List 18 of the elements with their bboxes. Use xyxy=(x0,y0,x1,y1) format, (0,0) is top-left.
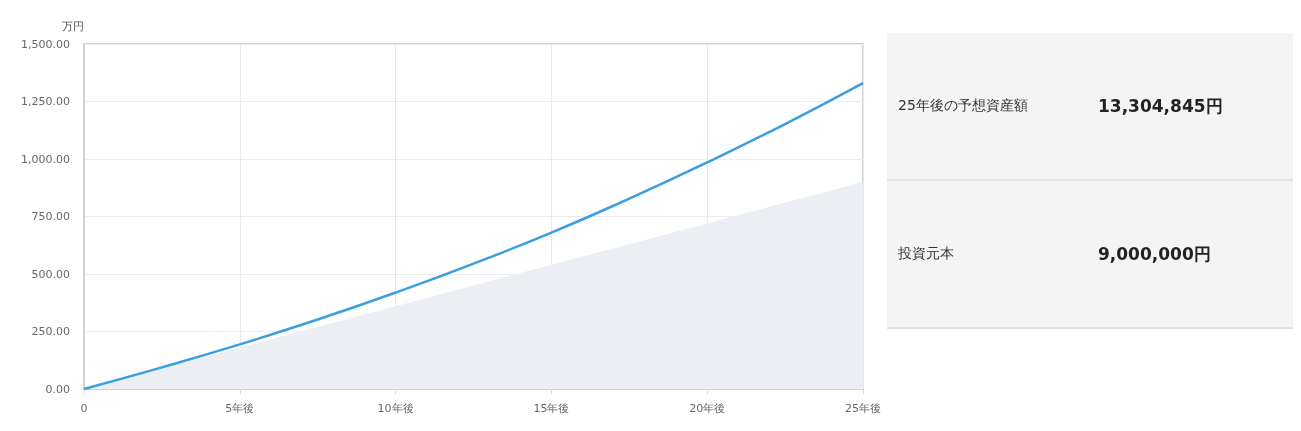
x-tick-label: 0 xyxy=(80,402,88,415)
text: 9,000,000円 xyxy=(1098,242,1211,266)
x-tick-label: 25年後 xyxy=(845,402,881,415)
text: 25年後の予想資産額 xyxy=(897,97,1029,115)
y-axis-title: 万円 xyxy=(62,20,84,33)
y-tick-label: 750.00 xyxy=(31,210,70,223)
y-tick-label: 1,000.00 xyxy=(21,152,70,166)
y-tick-label: 500.00 xyxy=(31,267,70,281)
x-tick-label: 15年後 xyxy=(533,402,570,415)
text: 投資元本 xyxy=(897,245,955,263)
y-tick-label: 0.00 xyxy=(45,382,70,396)
y-tick-label: 1,500.00 xyxy=(21,37,70,51)
text: 13,304,845円 xyxy=(1098,94,1223,118)
y-tick-label: 1,250.00 xyxy=(21,95,70,108)
x-tick-label: 10年後 xyxy=(377,402,414,415)
x-tick-label: 20年後 xyxy=(689,402,726,415)
x-tick-label: 5年後 xyxy=(225,402,255,415)
y-tick-label: 250.00 xyxy=(31,325,70,338)
